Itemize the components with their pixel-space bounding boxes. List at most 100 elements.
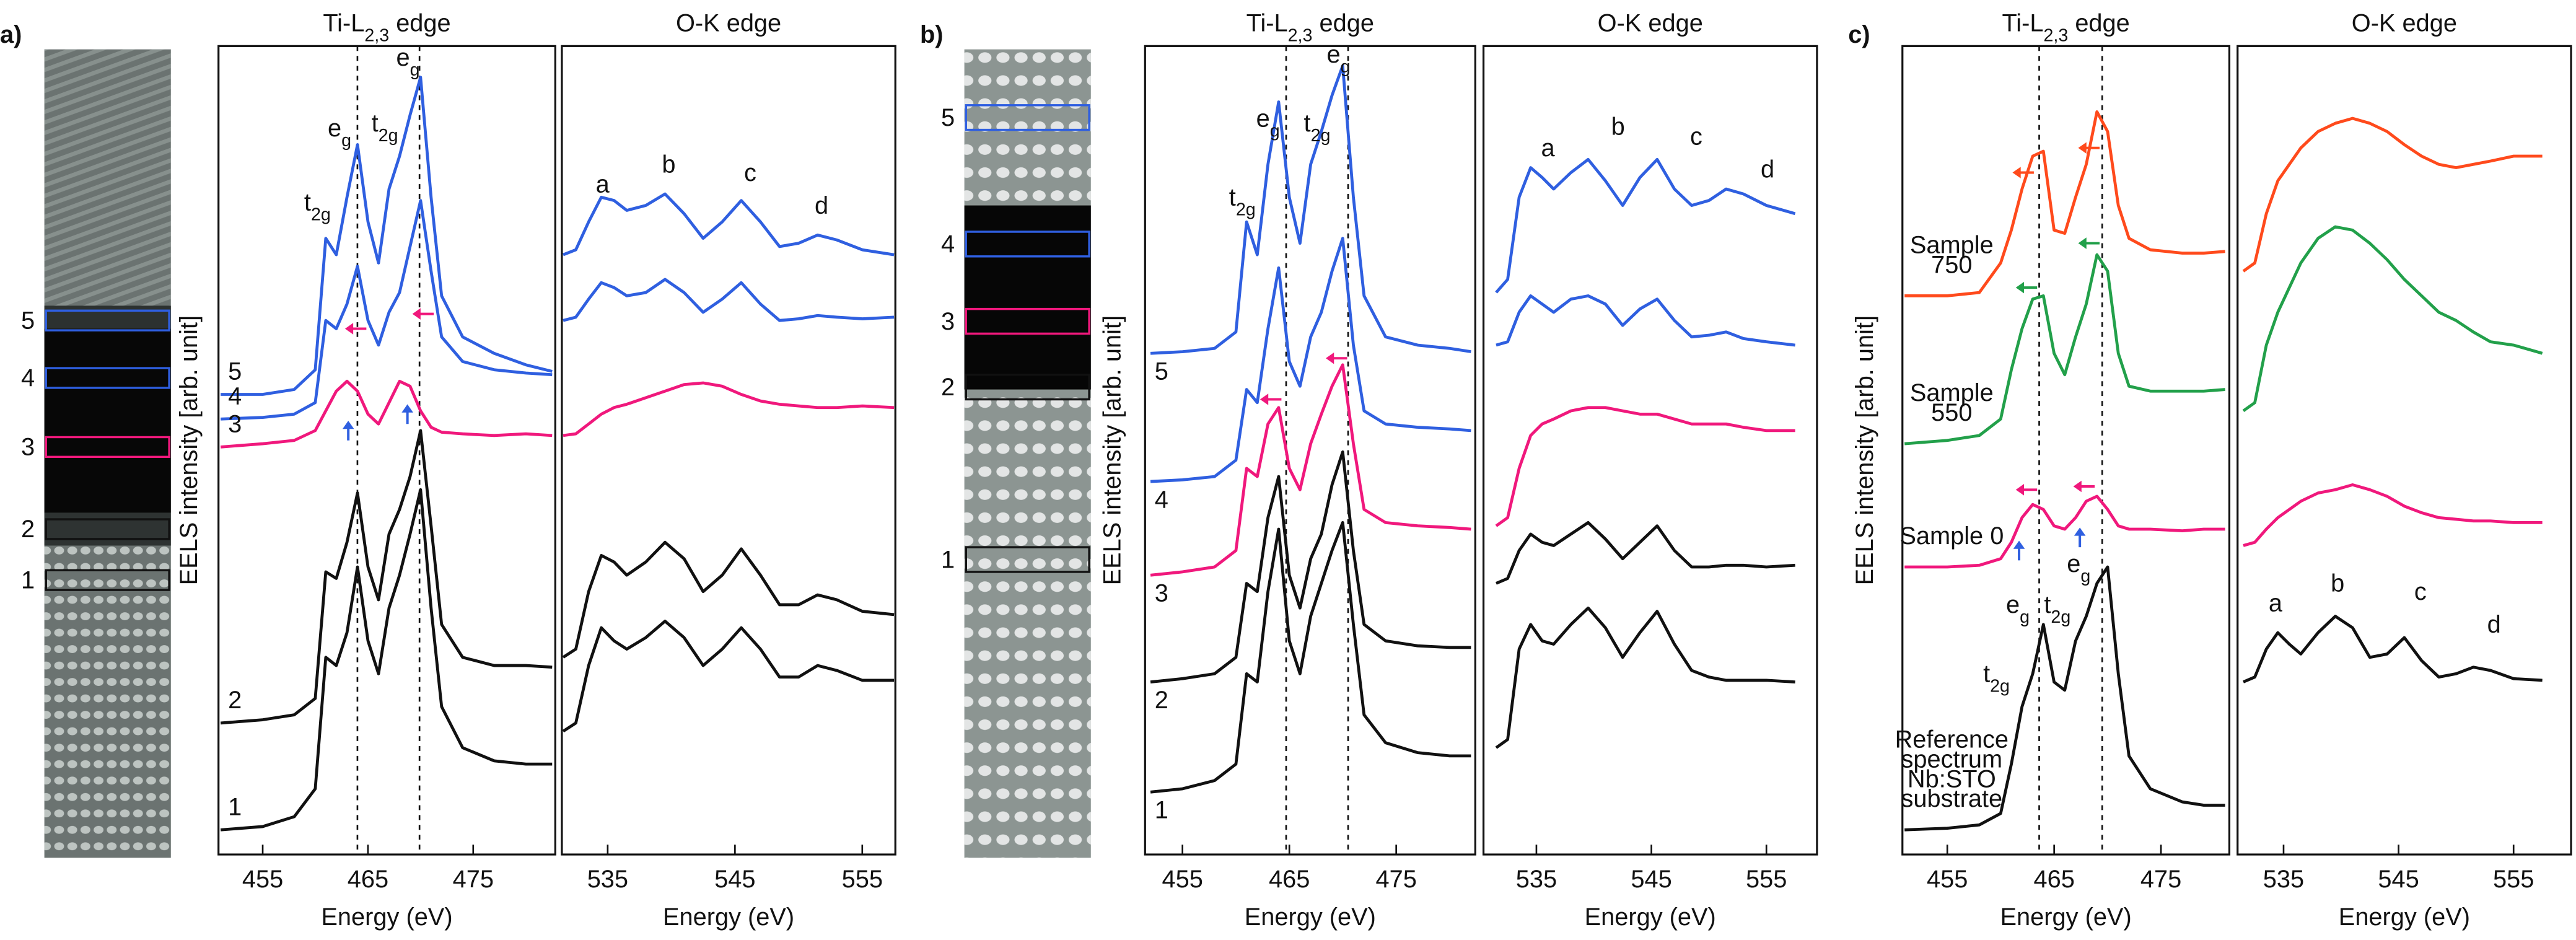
plot-area bbox=[562, 192, 895, 733]
spectrum-line bbox=[1150, 450, 1471, 683]
peak-annotation-main: e bbox=[2067, 550, 2080, 578]
peak-annotation-sub: g bbox=[2020, 607, 2030, 627]
peak-annotation: eg bbox=[1326, 41, 1350, 77]
series-label: 4 bbox=[228, 382, 242, 410]
spectrum-line bbox=[1150, 521, 1471, 794]
peak-annotation-main: e bbox=[328, 115, 341, 142]
panel-label: c) bbox=[1848, 21, 1870, 48]
shift-arrow-head bbox=[1260, 393, 1269, 405]
peak-annotation-main: c bbox=[1690, 123, 1702, 150]
chart-title: Ti-L2,3 edge bbox=[2002, 9, 2129, 45]
peak-annotation-main: d bbox=[1761, 156, 1774, 183]
x-tick-label: 475 bbox=[1375, 866, 1416, 893]
peak-annotation-sub: 2g bbox=[2051, 607, 2070, 627]
series-label: 5 bbox=[1155, 358, 1168, 385]
series-label: substrate bbox=[1901, 785, 2003, 812]
x-tick-label: 545 bbox=[714, 866, 755, 893]
plot-area bbox=[1495, 157, 1796, 749]
peak-annotation-sub: 2g bbox=[379, 126, 398, 146]
image-box bbox=[45, 436, 170, 459]
peak-annotation-main: t bbox=[1229, 184, 1236, 211]
x-tick-label: 535 bbox=[587, 866, 628, 893]
spectrum-line bbox=[1150, 64, 1471, 355]
peak-annotation-sub: g bbox=[2080, 566, 2090, 586]
peak-annotation: eg bbox=[328, 115, 351, 151]
peak-annotation: eg bbox=[2006, 591, 2030, 627]
peak-annotation-sub: g bbox=[1270, 121, 1280, 141]
peak-annotation-sub: g bbox=[1341, 57, 1351, 77]
x-axis-label: Energy (eV) bbox=[2000, 903, 2132, 931]
image-box bbox=[965, 231, 1090, 258]
spectrum-line bbox=[220, 429, 553, 725]
image-box-label: 3 bbox=[941, 308, 955, 335]
peak-annotation-sub: 2g bbox=[1990, 677, 2010, 696]
spectrum-line bbox=[1495, 606, 1795, 749]
x-tick-label: 555 bbox=[842, 866, 883, 893]
chart-title-main: Ti-L bbox=[1246, 9, 1288, 37]
peak-annotation: eg bbox=[1256, 105, 1280, 141]
series-label: spectrum bbox=[1901, 745, 2003, 773]
spectrum-line bbox=[2242, 225, 2543, 412]
chart-title-sub: 2,3 bbox=[364, 25, 389, 45]
peak-annotation: t2g bbox=[1229, 184, 1256, 220]
shift-arrow-head bbox=[342, 420, 354, 429]
x-tick-label: 555 bbox=[1746, 866, 1787, 893]
image-box-label: 4 bbox=[21, 364, 35, 392]
series-label: 4 bbox=[1155, 486, 1168, 513]
chart-title-after: edge bbox=[389, 9, 451, 37]
image-box bbox=[45, 367, 170, 389]
x-tick-label: 545 bbox=[1631, 866, 1671, 893]
peak-annotation-main: d bbox=[2487, 611, 2501, 638]
spectrum-line bbox=[563, 381, 895, 437]
peak-annotation: t2g bbox=[2044, 591, 2070, 627]
peak-annotation: t2g bbox=[372, 110, 398, 146]
image-box-label: 1 bbox=[941, 546, 955, 573]
series-label: Nb:STO bbox=[1908, 765, 1996, 793]
peak-annotation: c bbox=[2414, 578, 2427, 605]
x-tick-label: 465 bbox=[1269, 866, 1310, 893]
image-box-label: 2 bbox=[941, 374, 955, 401]
peak-annotation: d bbox=[1761, 156, 1774, 183]
image-box bbox=[965, 104, 1090, 131]
peak-annotation: a bbox=[2269, 590, 2283, 617]
chart-title: O-K edge bbox=[2352, 9, 2457, 37]
spectrum-line bbox=[1150, 363, 1471, 577]
peak-annotation: d bbox=[815, 192, 828, 219]
peak-annotation-main: e bbox=[1256, 105, 1270, 132]
peak-annotation-sub: g bbox=[341, 131, 351, 151]
plot-frame bbox=[2236, 45, 2572, 856]
peak-annotation-main: b bbox=[662, 151, 675, 178]
peak-annotation-main: a bbox=[596, 170, 610, 198]
peak-annotation: eg bbox=[396, 44, 419, 80]
x-tick-label: 535 bbox=[1516, 866, 1557, 893]
series-label: 550 bbox=[1931, 399, 1972, 426]
peak-annotation-main: e bbox=[396, 44, 410, 71]
x-tick-label: 455 bbox=[242, 866, 283, 893]
chart-title-after: edge bbox=[1312, 9, 1374, 37]
shift-arrow-head bbox=[2073, 480, 2082, 493]
peak-annotation-main: e bbox=[1326, 41, 1340, 68]
image-box-label: 4 bbox=[941, 231, 955, 258]
spectrum-line bbox=[221, 76, 553, 396]
spectrum-line bbox=[1496, 521, 1795, 585]
shift-arrow-head bbox=[2015, 281, 2024, 294]
shift-arrow-head bbox=[2078, 142, 2087, 154]
spectrum-line bbox=[2243, 483, 2543, 547]
series-label: Sample bbox=[1910, 231, 1994, 258]
shift-arrow-head bbox=[2074, 527, 2086, 536]
y-axis-label: EELS intensity [arb. unit] bbox=[175, 315, 203, 585]
series-label: 750 bbox=[1931, 251, 1972, 278]
image-box bbox=[965, 373, 1090, 401]
series-label: 3 bbox=[1155, 580, 1168, 607]
peak-annotation-main: c bbox=[744, 159, 756, 187]
stem-image-b bbox=[964, 49, 1091, 858]
chart-title-main: Ti-L bbox=[2002, 9, 2043, 37]
spectrum-line bbox=[1495, 406, 1795, 527]
peak-annotation-main: d bbox=[815, 192, 828, 219]
peak-annotation: b bbox=[1611, 113, 1625, 141]
series-label: Reference bbox=[1895, 726, 2009, 753]
image-box-label: 5 bbox=[941, 104, 955, 131]
image-box-label: 2 bbox=[21, 516, 35, 543]
spectrum-line bbox=[220, 379, 553, 449]
